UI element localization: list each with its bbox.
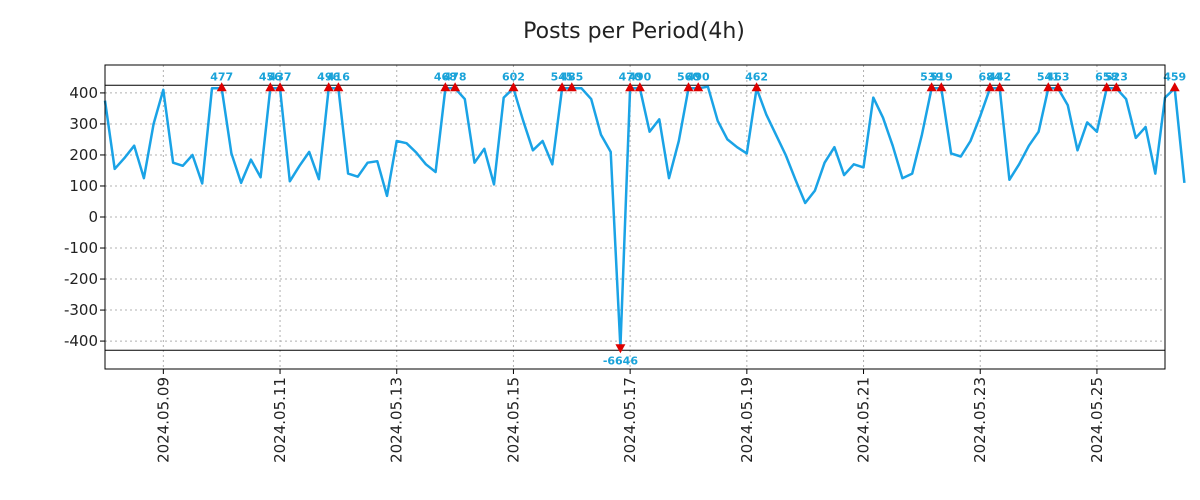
y-tick-label: 400 xyxy=(69,84,98,102)
peak-marker xyxy=(508,82,519,92)
axes: 400 300 200 100 0 -100 -200 -300 -400 2024.05.09 2… xyxy=(64,64,1166,463)
trough-marker xyxy=(615,344,626,354)
y-tick-label: -400 xyxy=(64,332,98,350)
peak-marker xyxy=(1043,82,1054,92)
x-tick-label: 2024.05.09 xyxy=(154,377,172,463)
y-tick-label: -200 xyxy=(64,270,98,288)
peak-label: 437 xyxy=(269,70,292,83)
peak-marker xyxy=(683,82,694,92)
x-tick-label: 2024.05.11 xyxy=(271,377,289,463)
peak-marker xyxy=(333,82,344,92)
peak-marker xyxy=(323,82,334,92)
peak-label: 602 xyxy=(502,70,525,83)
peak-label: 519 xyxy=(930,70,953,83)
peak-label: 541 xyxy=(1037,70,1060,83)
peak-label: 490 xyxy=(628,70,651,83)
x-tick-label: 2024.05.19 xyxy=(738,377,756,463)
peak-marker xyxy=(984,82,995,92)
peak-marker xyxy=(634,82,645,92)
x-tick-label: 2024.05.15 xyxy=(504,377,522,463)
x-tick-label: 2024.05.23 xyxy=(971,377,989,463)
peak-marker xyxy=(751,82,762,92)
peak-marker xyxy=(557,82,568,92)
y-tick-label: -300 xyxy=(64,301,98,319)
peak-marker xyxy=(450,82,461,92)
x-tick-label: 2024.05.21 xyxy=(855,377,873,463)
chart-title: Posts per Period(4h) xyxy=(523,19,745,44)
peak-marker xyxy=(440,82,451,92)
peak-label: 416 xyxy=(327,70,350,83)
y-tick-label: 300 xyxy=(69,115,98,133)
peak-marker xyxy=(1111,82,1122,92)
trough-label: -6646 xyxy=(603,354,639,367)
peak-label: 490 xyxy=(687,70,710,83)
peak-marker xyxy=(566,82,577,92)
peak-label: 658 xyxy=(1095,70,1118,83)
peak-marker xyxy=(625,82,636,92)
peak-marker xyxy=(1053,82,1064,92)
peak-label: 459 xyxy=(1163,70,1186,83)
peak-label: 523 xyxy=(1105,70,1128,83)
peak-label: 478 xyxy=(444,70,467,83)
peak-marker xyxy=(275,82,286,92)
peak-label: 468 xyxy=(434,70,457,83)
peak-marker xyxy=(1101,82,1112,92)
peak-marker xyxy=(693,82,704,92)
peak-label: 560 xyxy=(677,70,700,83)
x-tick-label: 2024.05.17 xyxy=(621,377,639,463)
peak-label: 456 xyxy=(259,70,282,83)
peak-label: 442 xyxy=(988,70,1011,83)
series-layer xyxy=(103,85,1186,349)
y-tick-label: 0 xyxy=(88,208,98,226)
peak-marker xyxy=(994,82,1005,92)
y-tick-label: 200 xyxy=(69,146,98,164)
x-tick-label: 2024.05.25 xyxy=(1088,377,1106,463)
peak-label: 463 xyxy=(1047,70,1070,83)
peak-marker xyxy=(265,82,276,92)
plot-frame xyxy=(104,64,1166,370)
peak-marker xyxy=(1169,82,1180,92)
peak-label: 539 xyxy=(920,70,943,83)
peak-marker xyxy=(936,82,947,92)
peak-label: 485 xyxy=(560,70,583,83)
peak-label: 684 xyxy=(978,70,1001,83)
peak-marker xyxy=(216,82,227,92)
peak-label: 496 xyxy=(317,70,340,83)
series-line-posts xyxy=(103,85,1186,349)
y-tick-label: 100 xyxy=(69,177,98,195)
peak-label: 545 xyxy=(551,70,574,83)
y-tick-label: -100 xyxy=(64,239,98,257)
grid xyxy=(105,65,1165,369)
peak-label: 470 xyxy=(619,70,642,83)
x-tick-label: 2024.05.13 xyxy=(388,377,406,463)
peak-marker xyxy=(926,82,937,92)
peak-label: 462 xyxy=(745,70,768,83)
peak-label: 477 xyxy=(210,70,233,83)
